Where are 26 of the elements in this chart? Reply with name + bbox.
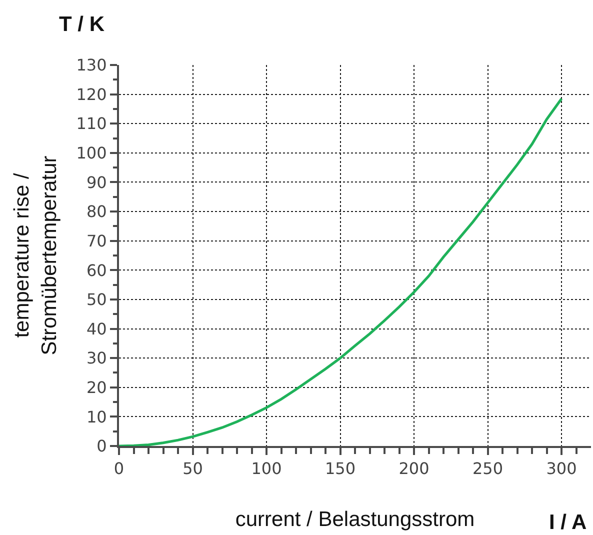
x-tick-label: 300 (546, 459, 577, 478)
x-axis-title: current / Belastungsstrom (235, 508, 475, 531)
y-tick-label: 40 (86, 319, 107, 338)
y-tick-label: 30 (86, 348, 107, 368)
x-tick-label: 250 (472, 459, 504, 478)
y-tick-label: 120 (76, 84, 107, 104)
line-series (119, 97, 563, 446)
x-tick-label: 200 (398, 459, 430, 478)
x-tick-label: 0 (114, 459, 124, 478)
y-tick-label: 10 (86, 407, 107, 426)
x-tick-label: 50 (182, 459, 203, 478)
y-tick-label: 20 (86, 378, 107, 397)
y-tick-label: 110 (76, 114, 107, 134)
y-tick-label: 0 (96, 436, 107, 456)
x-tick-label: 100 (251, 459, 282, 478)
text: I / A (549, 511, 587, 534)
y-tick-label: 70 (86, 231, 107, 250)
y-axis-title: temperature rise / Stromübertemperatur (10, 156, 61, 356)
text: T / K (59, 13, 104, 36)
y-tick-label: 90 (86, 172, 107, 192)
y-tick-label: 100 (76, 144, 107, 163)
y-tick-label: 130 (76, 56, 107, 75)
y-tick-label: 50 (86, 290, 107, 310)
x-tick-label: 150 (324, 459, 356, 478)
y-tick-label: 80 (86, 202, 107, 222)
y-tick-label: 60 (86, 260, 107, 280)
